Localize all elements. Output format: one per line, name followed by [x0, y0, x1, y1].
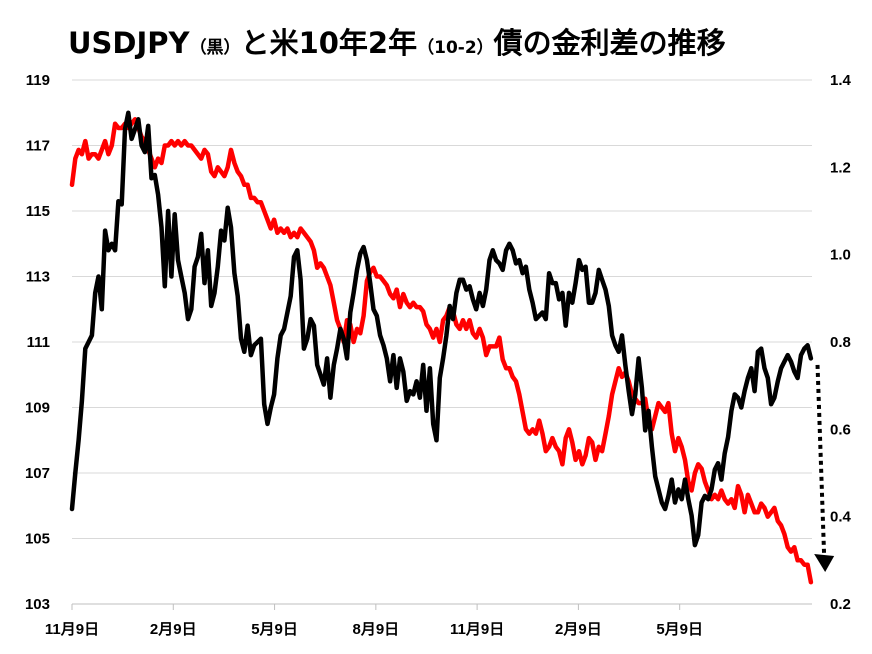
- x-tick-label: 5月9日: [656, 621, 703, 638]
- chart-title: USDJPY（黒）と米10年2年（10-2）債の金利差の推移: [68, 20, 726, 60]
- right-tick-label: 0.8: [830, 334, 851, 351]
- title-end: 債の金利差の推移: [493, 26, 726, 60]
- title-mid: と米10年2年: [240, 26, 418, 60]
- left-tick-label: 119: [26, 72, 50, 89]
- left-tick-label: 117: [26, 138, 50, 155]
- title-main: USDJPY: [68, 26, 190, 60]
- x-tick-label: 11月9日: [450, 621, 504, 638]
- right-tick-label: 1.2: [830, 159, 851, 176]
- right-tick-label: 0.2: [830, 596, 851, 613]
- x-axis: 11月9日 2月9日 5月9日 8月9日 11月9日 2月9日 5月9日: [45, 603, 812, 638]
- right-tick-label: 1.0: [830, 247, 851, 264]
- right-y-axis: 0.2 0.4 0.6 0.8 1.0 1.2 1.4: [830, 72, 852, 613]
- right-tick-label: 0.4: [830, 509, 852, 526]
- usdjpy-line: [69, 110, 814, 548]
- annotation-arrow: [814, 364, 835, 572]
- left-tick-label: 115: [26, 203, 50, 220]
- x-tick-label: 2月9日: [150, 621, 197, 638]
- left-tick-label: 109: [25, 400, 50, 417]
- title-paren1: （黒）: [189, 38, 241, 58]
- left-tick-label: 113: [26, 269, 50, 286]
- left-tick-label: 105: [25, 531, 50, 548]
- left-tick-label: 107: [25, 465, 50, 482]
- right-tick-label: 0.6: [830, 421, 851, 438]
- x-tick-label: 2月9日: [555, 621, 602, 638]
- x-tick-label: 8月9日: [352, 621, 399, 638]
- arrow-head: [814, 553, 835, 572]
- left-tick-label: 111: [27, 334, 50, 351]
- left-tick-label: 103: [25, 596, 50, 613]
- yield-spread-line: [69, 117, 814, 585]
- x-tick-label: 11月9日: [45, 621, 99, 638]
- series-group: [69, 110, 814, 585]
- left-y-axis: 103 105 107 109 111 113 115 117 119: [25, 72, 50, 613]
- x-tick-label: 5月9日: [251, 621, 298, 638]
- right-tick-label: 1.4: [830, 72, 852, 89]
- title-paren2: （10-2）: [417, 38, 494, 58]
- dotted-arrow-shaft: [815, 364, 827, 557]
